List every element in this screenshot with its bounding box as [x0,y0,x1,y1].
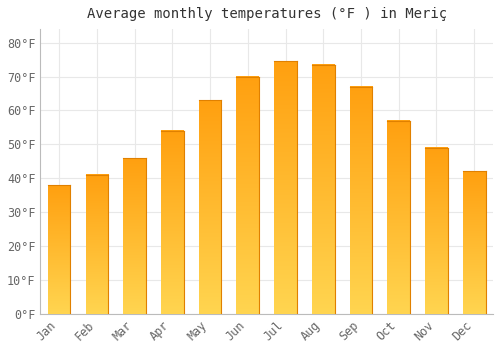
Title: Average monthly temperatures (°F ) in Meriç: Average monthly temperatures (°F ) in Me… [86,7,446,21]
